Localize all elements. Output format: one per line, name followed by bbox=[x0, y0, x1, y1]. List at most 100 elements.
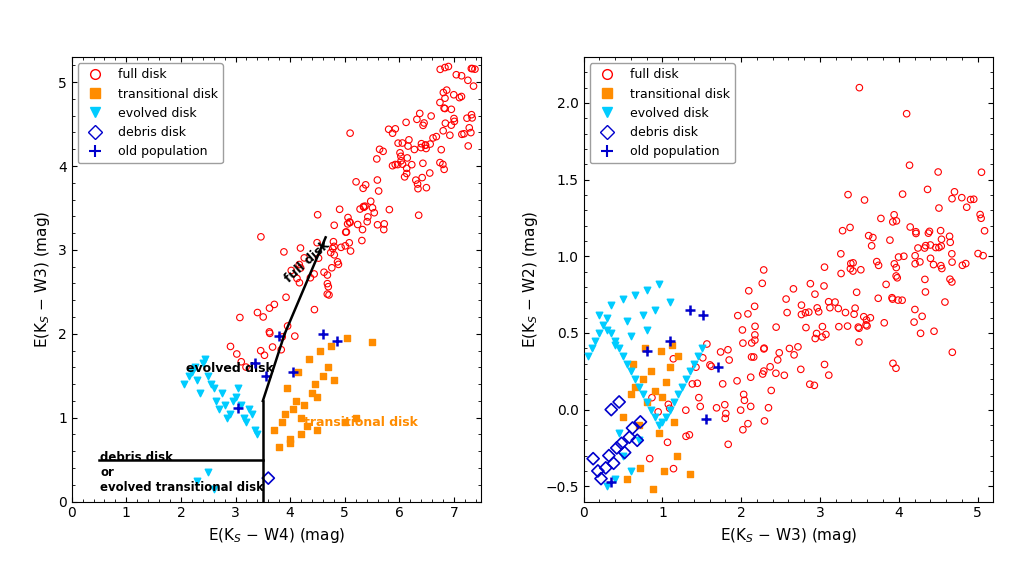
Point bbox=[338, 227, 354, 237]
Point bbox=[417, 141, 433, 150]
Text: debris disk
or
evolved transitional disk: debris disk or evolved transitional disk bbox=[100, 451, 264, 494]
Point bbox=[650, 428, 667, 437]
Point bbox=[627, 382, 643, 391]
Point bbox=[227, 392, 244, 401]
Point bbox=[944, 278, 961, 287]
Point bbox=[340, 213, 356, 222]
Point bbox=[742, 373, 759, 382]
Point bbox=[735, 339, 752, 348]
Point bbox=[746, 331, 763, 340]
Point bbox=[461, 123, 477, 132]
Point bbox=[465, 82, 481, 91]
Point bbox=[906, 317, 923, 327]
Point bbox=[801, 308, 817, 317]
Point bbox=[655, 466, 672, 475]
Point bbox=[678, 374, 694, 384]
Legend: full disk, transitional disk, evolved disk, debris disk, old population: full disk, transitional disk, evolved di… bbox=[590, 63, 735, 163]
Point bbox=[756, 266, 772, 275]
Point bbox=[611, 397, 628, 406]
Point bbox=[690, 393, 707, 402]
Point bbox=[912, 329, 929, 338]
Point bbox=[309, 426, 326, 435]
Point bbox=[860, 231, 877, 240]
Point bbox=[445, 114, 462, 123]
Point bbox=[802, 380, 818, 389]
Point bbox=[840, 321, 856, 331]
Point bbox=[847, 304, 863, 313]
Point bbox=[802, 279, 818, 288]
Point bbox=[923, 241, 939, 250]
Point bbox=[664, 341, 680, 350]
Point bbox=[588, 336, 604, 345]
Point bbox=[339, 333, 355, 343]
Point bbox=[659, 438, 676, 447]
Point bbox=[333, 243, 349, 252]
Point bbox=[641, 454, 657, 463]
Point bbox=[372, 145, 388, 154]
Point bbox=[321, 290, 337, 299]
Point bbox=[946, 188, 963, 197]
Point bbox=[793, 365, 809, 374]
Point bbox=[709, 404, 725, 413]
Point bbox=[437, 63, 454, 72]
Point bbox=[806, 381, 822, 390]
Point bbox=[291, 278, 307, 287]
Point bbox=[605, 459, 622, 468]
Point bbox=[357, 202, 374, 211]
Point bbox=[729, 376, 745, 385]
Point bbox=[323, 342, 339, 351]
Point bbox=[890, 253, 906, 262]
Point bbox=[838, 308, 854, 317]
Point bbox=[646, 413, 663, 422]
Point bbox=[877, 318, 893, 327]
Point bbox=[666, 397, 682, 406]
Point bbox=[807, 290, 823, 299]
Point bbox=[614, 351, 631, 360]
Point bbox=[639, 325, 655, 335]
Point bbox=[627, 374, 643, 384]
Point bbox=[309, 238, 326, 247]
Point bbox=[449, 70, 465, 79]
Point bbox=[901, 161, 918, 170]
Point bbox=[355, 203, 372, 212]
Point bbox=[298, 422, 314, 431]
Point bbox=[849, 288, 865, 297]
Point bbox=[701, 360, 718, 369]
Point bbox=[808, 329, 824, 338]
Point bbox=[399, 141, 416, 150]
Point bbox=[660, 400, 677, 409]
Point bbox=[629, 435, 645, 445]
Point bbox=[399, 153, 416, 162]
Point bbox=[282, 438, 298, 447]
Point bbox=[394, 139, 411, 148]
Point bbox=[666, 354, 682, 363]
Point bbox=[756, 344, 772, 353]
Point bbox=[618, 359, 635, 368]
Point bbox=[734, 425, 751, 434]
Point bbox=[888, 217, 904, 226]
Point bbox=[315, 268, 332, 277]
Point bbox=[682, 367, 698, 376]
Point bbox=[214, 388, 230, 397]
Point bbox=[872, 214, 889, 223]
Point bbox=[885, 295, 901, 304]
Point bbox=[253, 232, 269, 241]
Point bbox=[953, 193, 970, 202]
Point bbox=[820, 297, 837, 306]
Point bbox=[771, 348, 787, 357]
Point bbox=[275, 247, 292, 256]
Point bbox=[230, 403, 247, 412]
Point bbox=[256, 351, 272, 360]
Point bbox=[778, 295, 795, 304]
Point bbox=[418, 183, 434, 192]
Point bbox=[650, 279, 667, 288]
Point bbox=[282, 434, 298, 443]
Point bbox=[435, 126, 452, 135]
Point bbox=[851, 83, 867, 92]
Point bbox=[623, 390, 639, 399]
Point bbox=[941, 232, 957, 241]
Point bbox=[418, 141, 434, 150]
Point bbox=[650, 408, 667, 417]
Point bbox=[666, 417, 682, 426]
Point bbox=[790, 343, 806, 352]
